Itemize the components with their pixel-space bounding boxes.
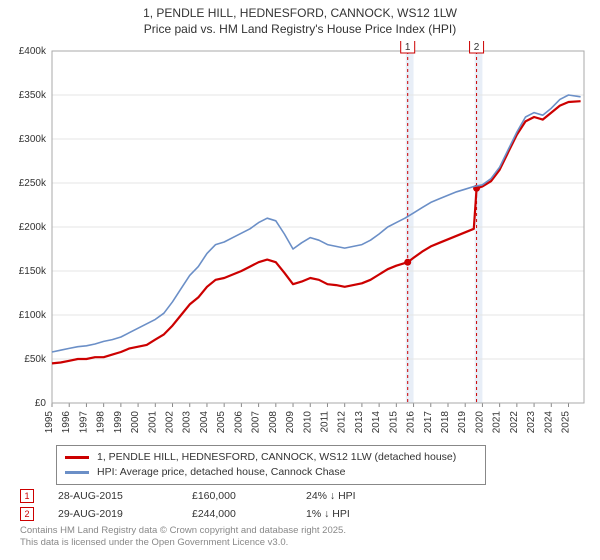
- svg-text:£150k: £150k: [19, 266, 47, 277]
- svg-text:1998: 1998: [96, 411, 107, 434]
- svg-text:£100k: £100k: [19, 310, 47, 321]
- footer-line-2: This data is licensed under the Open Gov…: [20, 537, 592, 549]
- title-line-1: 1, PENDLE HILL, HEDNESFORD, CANNOCK, WS1…: [8, 6, 592, 22]
- marker-price-2: £244,000: [192, 508, 282, 520]
- svg-text:1: 1: [405, 42, 411, 53]
- svg-text:2006: 2006: [233, 411, 244, 434]
- svg-text:2020: 2020: [474, 411, 485, 434]
- marker-list: 1 28-AUG-2015 £160,000 24% ↓ HPI 2 29-AU…: [20, 489, 592, 521]
- svg-text:2022: 2022: [509, 411, 520, 434]
- svg-text:2011: 2011: [319, 411, 330, 433]
- svg-text:£250k: £250k: [19, 178, 47, 189]
- svg-text:2003: 2003: [182, 411, 193, 434]
- legend-swatch-2: [65, 471, 89, 474]
- svg-text:£50k: £50k: [24, 354, 47, 365]
- svg-text:2007: 2007: [251, 411, 262, 434]
- svg-text:2017: 2017: [423, 411, 434, 434]
- price-chart: £0 £50k £100k £150k £200k £250k £300k £350k £400…: [8, 41, 592, 441]
- legend-swatch-1: [65, 456, 89, 459]
- svg-text:2: 2: [474, 42, 480, 53]
- svg-text:2005: 2005: [216, 411, 227, 434]
- chart-svg: £0 £50k £100k £150k £200k £250k £300k £350k £400…: [8, 41, 592, 441]
- title-line-2: Price paid vs. HM Land Registry's House …: [8, 22, 592, 38]
- svg-text:2015: 2015: [388, 411, 399, 434]
- svg-text:2024: 2024: [543, 411, 554, 434]
- svg-text:£200k: £200k: [19, 222, 47, 233]
- svg-text:2001: 2001: [147, 411, 158, 434]
- marker-price-1: £160,000: [192, 490, 282, 502]
- svg-text:1997: 1997: [78, 411, 89, 434]
- svg-text:2008: 2008: [268, 411, 279, 434]
- svg-text:£300k: £300k: [19, 134, 47, 145]
- legend-label-1: 1, PENDLE HILL, HEDNESFORD, CANNOCK, WS1…: [97, 450, 456, 465]
- svg-text:2013: 2013: [354, 411, 365, 434]
- svg-text:2002: 2002: [165, 411, 176, 434]
- svg-text:2004: 2004: [199, 411, 210, 434]
- legend: 1, PENDLE HILL, HEDNESFORD, CANNOCK, WS1…: [56, 445, 486, 484]
- svg-text:1999: 1999: [113, 411, 124, 434]
- svg-text:2009: 2009: [285, 411, 296, 434]
- marker-change-1: 24% ↓ HPI: [306, 490, 396, 502]
- marker-row-2: 2 29-AUG-2019 £244,000 1% ↓ HPI: [20, 507, 592, 521]
- svg-text:2016: 2016: [406, 411, 417, 434]
- svg-text:£0: £0: [35, 398, 47, 409]
- footer: Contains HM Land Registry data © Crown c…: [20, 525, 592, 550]
- svg-text:2012: 2012: [337, 411, 348, 434]
- marker-row-1: 1 28-AUG-2015 £160,000 24% ↓ HPI: [20, 489, 592, 503]
- svg-text:2018: 2018: [440, 411, 451, 434]
- svg-text:2021: 2021: [492, 411, 503, 434]
- footer-line-1: Contains HM Land Registry data © Crown c…: [20, 525, 592, 537]
- legend-label-2: HPI: Average price, detached house, Cann…: [97, 465, 345, 480]
- svg-text:2014: 2014: [371, 411, 382, 434]
- marker-change-2: 1% ↓ HPI: [306, 508, 396, 520]
- svg-text:£350k: £350k: [19, 90, 47, 101]
- legend-row-price-paid: 1, PENDLE HILL, HEDNESFORD, CANNOCK, WS1…: [65, 450, 477, 465]
- marker-badge-1: 1: [20, 489, 34, 503]
- legend-row-hpi: HPI: Average price, detached house, Cann…: [65, 465, 477, 480]
- svg-text:1995: 1995: [44, 411, 55, 434]
- marker-date-2: 29-AUG-2019: [58, 508, 168, 520]
- svg-text:2023: 2023: [526, 411, 537, 434]
- svg-text:2025: 2025: [561, 411, 572, 434]
- marker-date-1: 28-AUG-2015: [58, 490, 168, 502]
- marker-badge-2: 2: [20, 507, 34, 521]
- svg-text:1996: 1996: [61, 411, 72, 434]
- svg-text:£400k: £400k: [19, 46, 47, 57]
- svg-text:2019: 2019: [457, 411, 468, 434]
- svg-text:2000: 2000: [130, 411, 141, 434]
- svg-text:2010: 2010: [302, 411, 313, 434]
